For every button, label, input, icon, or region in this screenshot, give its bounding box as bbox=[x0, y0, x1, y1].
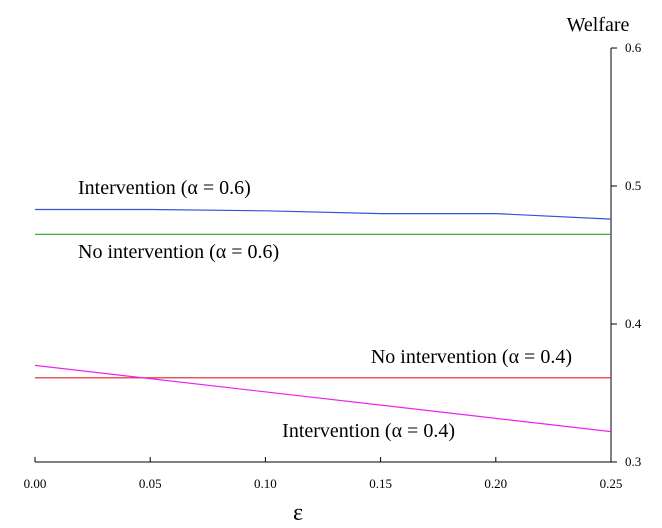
series-labels: Intervention (α = 0.6) No intervention (α… bbox=[78, 177, 572, 442]
y-tick-label: 0.3 bbox=[625, 454, 641, 469]
y-tick-label: 0.6 bbox=[625, 40, 642, 55]
x-tick-label: 0.15 bbox=[369, 476, 392, 491]
series-label-intervention-alpha-04: Intervention (α = 0.4) bbox=[282, 420, 455, 442]
x-tick-label: 0.25 bbox=[600, 476, 623, 491]
series-label-no-intervention-alpha-04: No intervention (α = 0.4) bbox=[371, 346, 572, 368]
x-tick-label: 0.00 bbox=[24, 476, 47, 491]
series-line-intervention-alpha-04 bbox=[34, 364, 612, 433]
x-tick-label: 0.05 bbox=[139, 476, 162, 491]
y-axis-label: Welfare bbox=[567, 14, 630, 36]
series-lines bbox=[34, 208, 612, 433]
series-line-intervention-alpha-06 bbox=[35, 208, 612, 220]
series-label-no-intervention-alpha-06: No intervention (α = 0.6) bbox=[78, 241, 279, 263]
y-tick-label: 0.4 bbox=[625, 316, 642, 331]
y-tick-label: 0.5 bbox=[625, 178, 641, 193]
y-axis: 0.3 0.4 0.5 0.6 bbox=[610, 40, 642, 469]
x-axis-label: ε bbox=[293, 500, 303, 526]
x-tick-label: 0.10 bbox=[254, 476, 277, 491]
x-tick-label: 0.20 bbox=[484, 476, 507, 491]
x-axis: 0.00 0.05 0.10 0.15 0.20 0.25 bbox=[24, 457, 623, 491]
series-label-intervention-alpha-06: Intervention (α = 0.6) bbox=[78, 177, 251, 199]
